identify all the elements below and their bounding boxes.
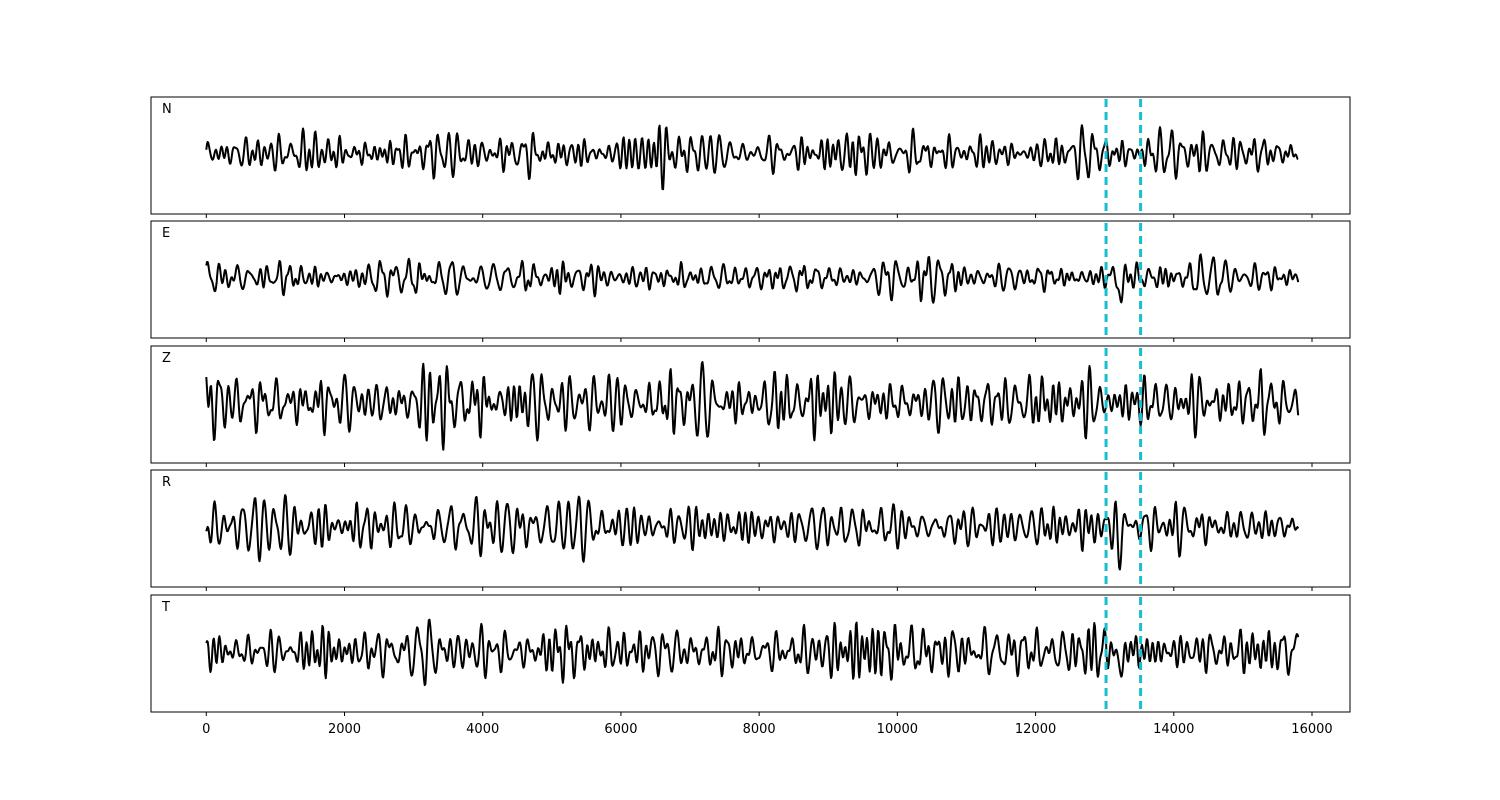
panel-label-R: R [162, 475, 171, 490]
x-tick-label: 12000 [1015, 722, 1056, 737]
x-tick-label: 4000 [466, 722, 499, 737]
x-axis: 0 2000 4000 6000 8000 10000 12000 14000 16000 [202, 722, 1333, 737]
x-tick-label: 16000 [1291, 722, 1332, 737]
panel-label-Z: Z [162, 351, 171, 366]
trace-Z [205, 361, 1300, 451]
x-tick-label: 0 [202, 722, 210, 737]
panel-frame-R [150, 469, 1351, 588]
panel-T: T [150, 594, 1351, 716]
panel-R: R [150, 469, 1351, 591]
panel-label-N: N [162, 102, 172, 117]
x-tick-label: 8000 [743, 722, 776, 737]
trace-N [205, 124, 1299, 191]
panel-Z: Z [150, 345, 1351, 467]
panel-frame-N [150, 96, 1351, 215]
panel-frame-E [150, 220, 1351, 339]
panels-layer: N E Z R T [150, 96, 1351, 716]
x-tick-label: 6000 [604, 722, 637, 737]
panel-label-E: E [162, 226, 170, 241]
panel-frame-Z [150, 345, 1351, 464]
panel-E: E [150, 220, 1351, 342]
panel-N: N [150, 96, 1351, 218]
x-tick-label: 14000 [1153, 722, 1194, 737]
panel-frame-T [150, 594, 1351, 713]
x-tick-label: 2000 [328, 722, 361, 737]
trace-T [205, 618, 1300, 687]
x-tick-label: 10000 [877, 722, 918, 737]
trace-E [205, 253, 1300, 304]
trace-R [205, 494, 1300, 571]
panel-label-T: T [161, 600, 170, 615]
